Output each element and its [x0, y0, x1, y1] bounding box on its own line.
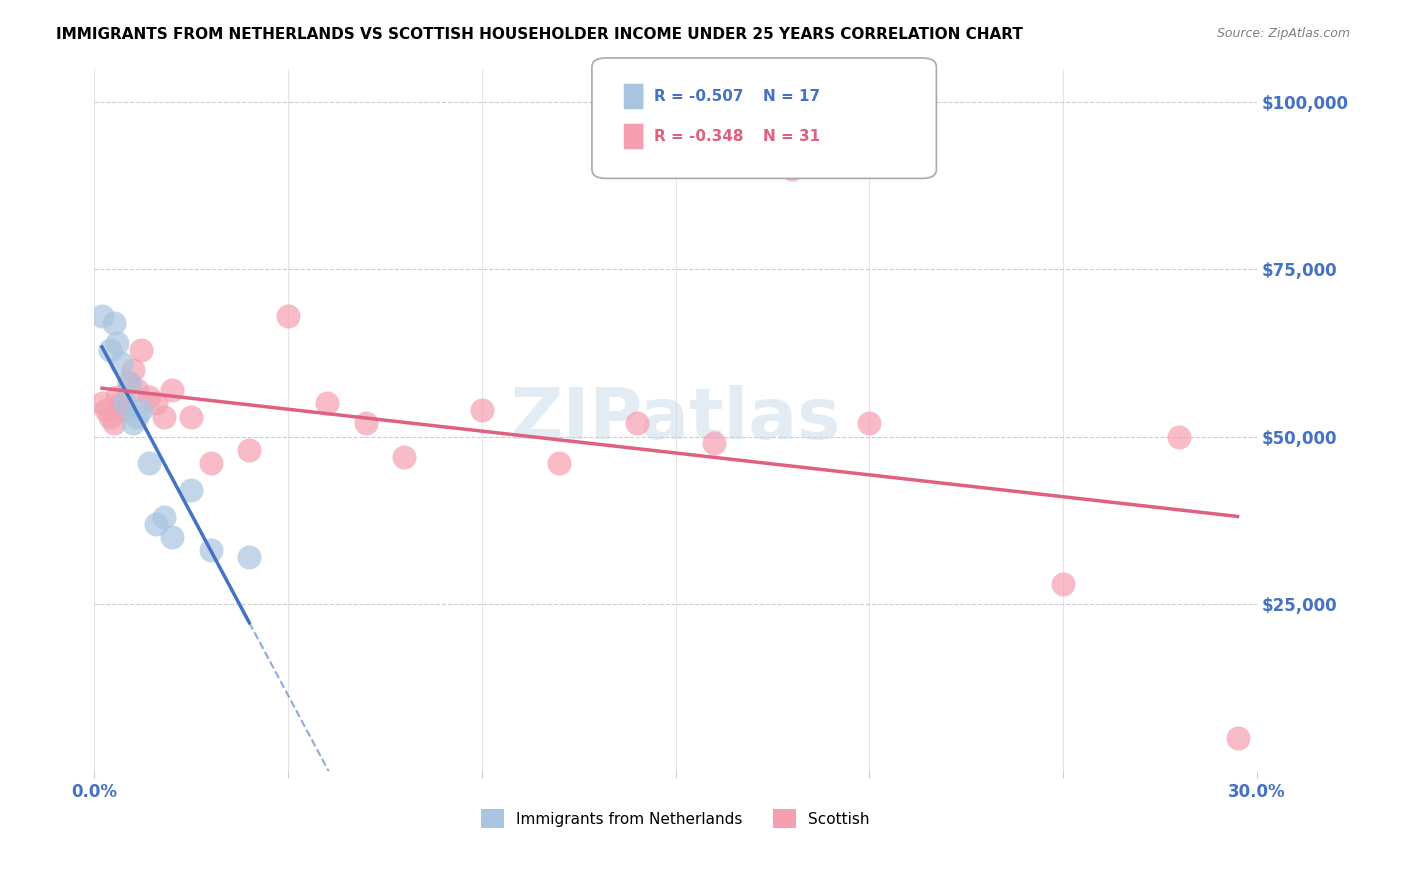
Point — [118, 376, 141, 391]
Point — [548, 457, 571, 471]
Point — [238, 443, 260, 458]
Point — [354, 417, 377, 431]
Point — [200, 543, 222, 558]
Point — [153, 409, 176, 424]
Point — [122, 363, 145, 377]
Point — [315, 396, 337, 410]
Point — [98, 409, 121, 424]
Point — [153, 510, 176, 524]
Point — [138, 457, 160, 471]
Point — [103, 316, 125, 330]
Point — [107, 390, 129, 404]
Point — [110, 396, 132, 410]
Text: ZIPatlas: ZIPatlas — [510, 385, 841, 454]
Point — [125, 383, 148, 397]
Point — [118, 376, 141, 391]
Point — [91, 309, 114, 323]
Point — [125, 409, 148, 424]
Point — [858, 417, 880, 431]
Point — [703, 436, 725, 450]
Point — [138, 390, 160, 404]
Point — [1226, 731, 1249, 745]
Legend: Immigrants from Netherlands, Scottish: Immigrants from Netherlands, Scottish — [475, 803, 876, 834]
Point — [200, 457, 222, 471]
Point — [107, 335, 129, 350]
Point — [1168, 430, 1191, 444]
Point — [129, 343, 152, 357]
Point — [180, 483, 202, 498]
Text: R = -0.348: R = -0.348 — [654, 129, 744, 144]
Point — [277, 309, 299, 323]
Text: █: █ — [623, 84, 643, 109]
Text: N = 17: N = 17 — [763, 89, 821, 103]
Point — [145, 516, 167, 531]
Point — [780, 161, 803, 176]
Point — [1052, 577, 1074, 591]
Point — [160, 530, 183, 544]
Point — [114, 403, 136, 417]
Point — [114, 396, 136, 410]
Point — [471, 403, 494, 417]
Point — [145, 396, 167, 410]
Text: █: █ — [623, 124, 643, 149]
Point — [122, 417, 145, 431]
Point — [129, 403, 152, 417]
Point — [103, 417, 125, 431]
Text: Source: ZipAtlas.com: Source: ZipAtlas.com — [1216, 27, 1350, 40]
Point — [180, 409, 202, 424]
Point — [91, 396, 114, 410]
Point — [626, 417, 648, 431]
Text: R = -0.507: R = -0.507 — [654, 89, 744, 103]
Point — [110, 356, 132, 370]
Text: IMMIGRANTS FROM NETHERLANDS VS SCOTTISH HOUSEHOLDER INCOME UNDER 25 YEARS CORREL: IMMIGRANTS FROM NETHERLANDS VS SCOTTISH … — [56, 27, 1024, 42]
Point — [98, 343, 121, 357]
Point — [160, 383, 183, 397]
Point — [94, 403, 117, 417]
Point — [238, 550, 260, 565]
Text: N = 31: N = 31 — [763, 129, 821, 144]
Point — [394, 450, 416, 464]
